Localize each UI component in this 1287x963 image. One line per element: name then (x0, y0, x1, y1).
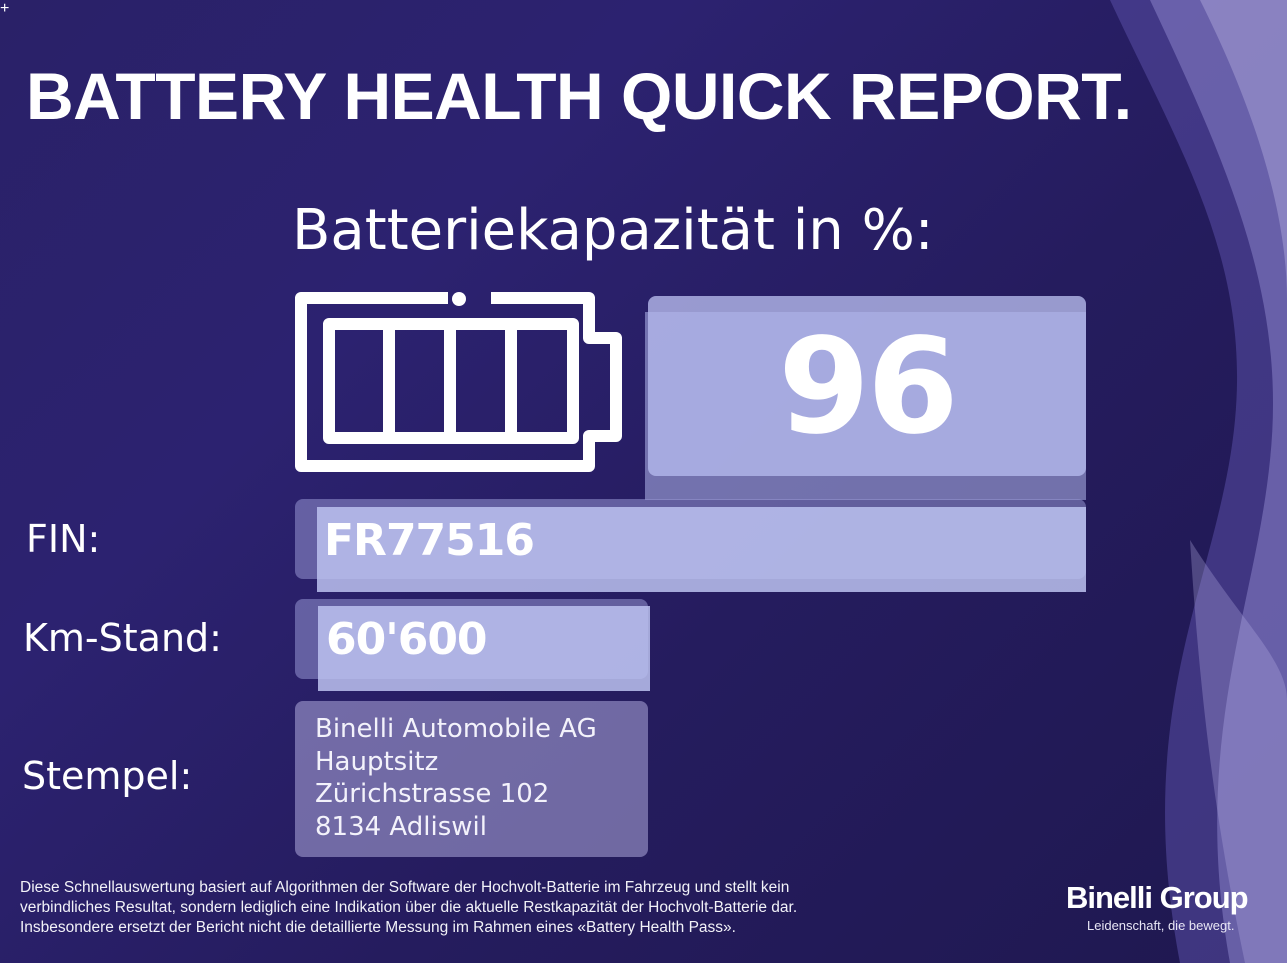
disclaimer-line: Insbesondere ersetzt der Bericht nicht d… (20, 919, 736, 936)
stamp-address: Binelli Automobile AG Hauptsitz Zürichst… (315, 713, 597, 843)
brand-tagline: Leidenschaft, die bewegt. (1087, 918, 1235, 933)
battery-full-icon (295, 292, 622, 472)
brand-logo: Binelli Group (1066, 880, 1249, 915)
capacity-value: 96 (778, 310, 959, 464)
stamp-label: Stempel: (22, 754, 193, 798)
stamp-line-street: Zürichstrasse 102 (315, 779, 550, 809)
km-label: Km-Stand: (23, 616, 222, 660)
capacity-label: Batteriekapazität in %: (292, 198, 934, 263)
stamp-line-city: 8134 Adliswil (315, 811, 487, 842)
disclaimer-line: verbindliches Resultat, sondern lediglic… (20, 899, 798, 916)
fin-field-highlight (317, 507, 1086, 592)
km-value: 60'600 (326, 614, 488, 665)
report-title: BATTERY HEALTH QUICK REPORT. (26, 59, 1132, 133)
disclaimer: Diese Schnellauswertung basiert auf Algo… (20, 878, 1040, 938)
stamp-box (295, 701, 648, 857)
stamp-line-company: Binelli Automobile AG (315, 714, 597, 744)
km-field-highlight (318, 606, 650, 691)
stamp-line-site: Hauptsitz (315, 746, 439, 777)
fin-value: FR77516 (324, 515, 535, 566)
fin-label: FIN: (26, 517, 101, 561)
capacity-value-highlight (645, 312, 1086, 500)
disclaimer-line: Diese Schnellauswertung basiert auf Algo… (20, 879, 790, 896)
crosshair-icon: + (0, 0, 10, 17)
